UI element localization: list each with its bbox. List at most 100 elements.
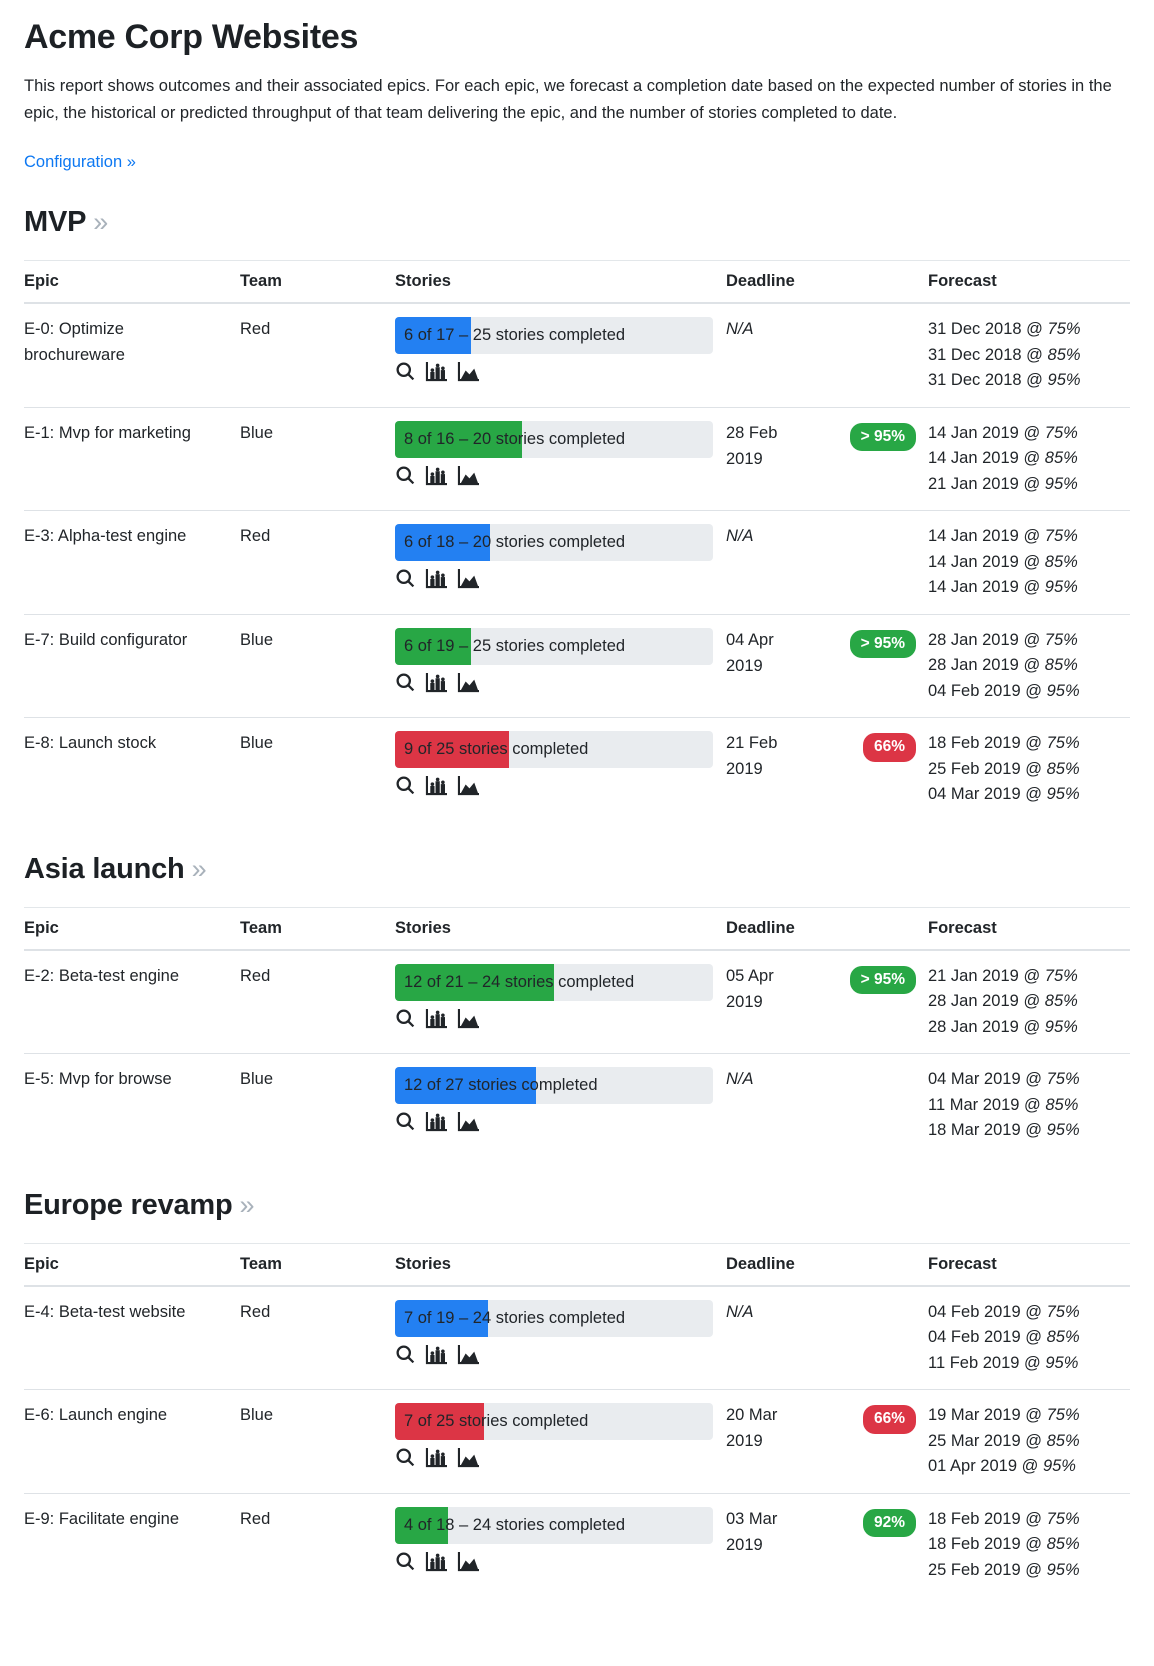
area-chart-icon[interactable] (457, 672, 480, 693)
epics-table-asia-launch: Epic Team Stories Deadline Forecast E-2:… (24, 906, 1130, 1157)
epic-name: E-3: Alpha-test engine (24, 510, 240, 615)
forecast-line: 25 Feb 2019 @ 95% (928, 1560, 1080, 1579)
chevron-right-icon: » (191, 853, 207, 884)
stories-cell: 12 of 21 – 24 stories completed (395, 950, 726, 1054)
search-icon[interactable] (395, 361, 416, 382)
section-heading-europe-revamp[interactable]: Europe revamp» (24, 1189, 1130, 1222)
bar-chart-icon[interactable] (425, 465, 448, 486)
progress-fill (395, 420, 523, 458)
area-chart-icon[interactable] (457, 1344, 480, 1365)
epic-name: E-6: Launch engine (24, 1389, 240, 1494)
search-icon[interactable] (395, 775, 416, 796)
area-chart-icon[interactable] (457, 1447, 480, 1468)
search-icon[interactable] (395, 1344, 416, 1365)
stories-progress-bar: 12 of 27 stories completed (395, 1067, 713, 1105)
epic-name: E-8: Launch stock (24, 717, 240, 821)
deadline-cell: 03 Mar 2019 92% (726, 1492, 928, 1597)
bar-chart-icon[interactable] (425, 568, 448, 589)
chart-links (395, 361, 714, 382)
forecast-line: 31 Dec 2018 @ 85% (928, 345, 1081, 364)
column-header-team: Team (240, 260, 395, 305)
search-icon[interactable] (395, 672, 416, 693)
search-icon[interactable] (395, 1111, 416, 1132)
stories-progress-bar: 6 of 18 – 20 stories completed (395, 524, 713, 562)
forecast-line: 18 Feb 2019 @ 85% (928, 1535, 1080, 1554)
search-icon[interactable] (395, 465, 416, 486)
deadline-cell: N/A (726, 1286, 928, 1390)
probability-badge: 66% (862, 1405, 916, 1434)
deadline-cell: N/A (726, 1053, 928, 1157)
progress-label: 12 of 27 stories completed (404, 1076, 598, 1095)
forecast-line: 28 Jan 2019 @ 85% (928, 992, 1078, 1011)
deadline-date: 21 Feb 2019 (726, 734, 778, 778)
bar-chart-icon[interactable] (425, 775, 448, 796)
forecast-line: 31 Dec 2018 @ 95% (928, 371, 1081, 390)
column-header-epic: Epic (24, 906, 240, 951)
configuration-link[interactable]: Configuration » (24, 153, 136, 172)
team-name: Blue (240, 717, 395, 821)
probability-badge: > 95% (849, 422, 916, 452)
table-row: E-4: Beta-test website Red 7 of 19 – 24 … (24, 1286, 1130, 1390)
epics-table-mvp: Epic Team Stories Deadline Forecast E-0:… (24, 260, 1130, 821)
deadline-cell: N/A (726, 303, 928, 407)
forecast-cell: 14 Jan 2019 @ 75% 14 Jan 2019 @ 85% 21 J… (928, 406, 1130, 511)
progress-fill (395, 1067, 537, 1105)
table-row: E-7: Build configurator Blue 6 of 19 – 2… (24, 613, 1130, 718)
stories-cell: 8 of 16 – 20 stories completed (395, 406, 726, 511)
bar-chart-icon[interactable] (425, 1344, 448, 1365)
progress-label: 6 of 17 – 25 stories completed (404, 326, 626, 345)
search-icon[interactable] (395, 1008, 416, 1029)
stories-progress-bar: 6 of 17 – 25 stories completed (395, 317, 713, 355)
forecast-line: 04 Mar 2019 @ 75% (928, 1070, 1080, 1089)
bar-chart-icon[interactable] (425, 672, 448, 693)
area-chart-icon[interactable] (457, 1551, 480, 1572)
forecast-line: 14 Jan 2019 @ 75% (928, 527, 1078, 546)
team-name: Red (240, 1302, 271, 1321)
chart-links (395, 1551, 714, 1572)
area-chart-icon[interactable] (457, 775, 480, 796)
section-heading-mvp[interactable]: MVP» (24, 206, 1130, 239)
stories-cell: 6 of 17 – 25 stories completed (395, 303, 726, 407)
section-heading-asia-launch[interactable]: Asia launch» (24, 853, 1130, 886)
bar-chart-icon[interactable] (425, 1008, 448, 1029)
chart-links (395, 465, 714, 486)
area-chart-icon[interactable] (457, 361, 480, 382)
chart-links (395, 1344, 714, 1365)
forecast-line: 28 Jan 2019 @ 75% (928, 630, 1078, 649)
bar-chart-icon[interactable] (425, 361, 448, 382)
search-icon[interactable] (395, 1447, 416, 1468)
epic-name: E-5: Mvp for browse (24, 1053, 240, 1157)
forecast-line: 11 Feb 2019 @ 95% (928, 1353, 1079, 1372)
progress-fill (395, 963, 554, 1001)
progress-fill (395, 524, 491, 562)
forecast-cell: 04 Feb 2019 @ 75% 04 Feb 2019 @ 85% 11 F… (928, 1286, 1130, 1390)
chevron-right-icon: » (239, 1189, 255, 1220)
search-icon[interactable] (395, 568, 416, 589)
forecast-cell: 31 Dec 2018 @ 75% 31 Dec 2018 @ 85% 31 D… (928, 303, 1130, 407)
forecast-line: 11 Mar 2019 @ 85% (928, 1095, 1079, 1114)
deadline-cell: 05 Apr 2019 > 95% (726, 950, 928, 1054)
page-title: Acme Corp Websites (24, 18, 359, 56)
bar-chart-icon[interactable] (425, 1111, 448, 1132)
forecast-cell: 04 Mar 2019 @ 75% 11 Mar 2019 @ 85% 18 M… (928, 1053, 1130, 1157)
stories-cell: 6 of 18 – 20 stories completed (395, 510, 726, 615)
bar-chart-icon[interactable] (425, 1447, 448, 1468)
area-chart-icon[interactable] (457, 568, 480, 589)
forecast-line: 04 Feb 2019 @ 75% (928, 1302, 1080, 1321)
area-chart-icon[interactable] (457, 1008, 480, 1029)
area-chart-icon[interactable] (457, 1111, 480, 1132)
forecast-line: 18 Mar 2019 @ 95% (928, 1121, 1080, 1140)
column-header-deadline: Deadline (726, 1242, 928, 1287)
search-icon[interactable] (395, 1551, 416, 1572)
team-name: Red (240, 510, 395, 615)
area-chart-icon[interactable] (457, 465, 480, 486)
deadline-date: N/A (726, 1302, 754, 1321)
deadline-cell: 20 Mar 2019 66% (726, 1389, 928, 1494)
forecast-line: 25 Feb 2019 @ 85% (928, 759, 1080, 778)
stories-cell: 6 of 19 – 25 stories completed (395, 613, 726, 718)
bar-chart-icon[interactable] (425, 1551, 448, 1572)
section-title: MVP (24, 206, 87, 239)
progress-label: 6 of 19 – 25 stories completed (404, 636, 626, 655)
forecast-line: 04 Feb 2019 @ 85% (928, 1328, 1080, 1347)
